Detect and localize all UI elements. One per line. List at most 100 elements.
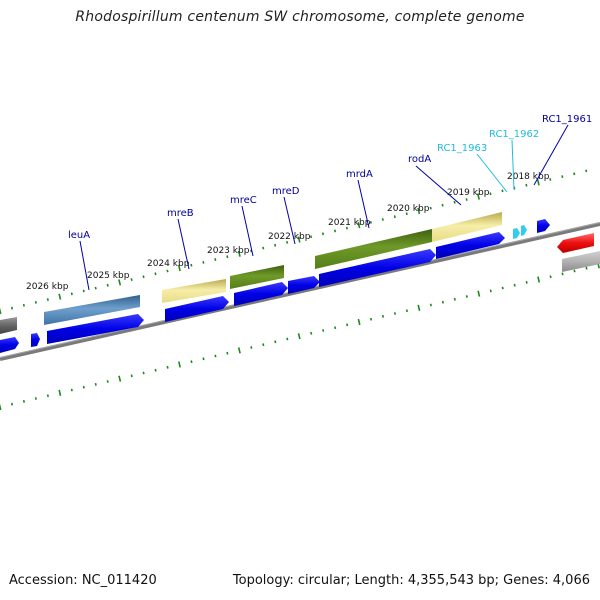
tick-mark: [357, 222, 361, 229]
tick-mark: [489, 289, 492, 293]
tick-mark: [453, 297, 456, 301]
feature-gray-bar-right[interactable]: [562, 251, 600, 272]
tick-mark: [536, 179, 540, 186]
gene-label-leuA[interactable]: leuA: [68, 230, 90, 241]
tick-mark: [130, 374, 133, 378]
tick-mark: [321, 232, 325, 236]
feature-rodA-bar[interactable]: [432, 212, 502, 242]
kbp-label-2022: 2022 kbp: [268, 232, 311, 242]
tick-mark: [405, 309, 408, 313]
tick-mark: [370, 317, 373, 321]
leader-rodA: [415, 165, 462, 206]
gene-label-RC1_1963[interactable]: RC1_1963: [437, 143, 487, 154]
tick-mark: [346, 323, 349, 327]
tick-mark: [573, 172, 576, 176]
leader-RC1_1961: [533, 124, 569, 186]
leader-RC1_1963: [476, 153, 508, 193]
tick-mark: [82, 289, 85, 293]
tick-mark: [274, 340, 277, 344]
tick-mark: [34, 301, 37, 304]
gene-label-rodA[interactable]: rodA: [408, 154, 431, 165]
kbp-label-2023: 2023 kbp: [207, 246, 250, 256]
cds-arrow-mreD[interactable]: [288, 276, 320, 294]
tick-mark: [202, 357, 205, 361]
gene-label-RC1_1962[interactable]: RC1_1962: [489, 129, 539, 140]
tick-mark: [334, 326, 337, 330]
tick-mark: [381, 314, 385, 318]
feature-dark-gray-left[interactable]: [0, 317, 17, 334]
feature-mreC-bar[interactable]: [230, 265, 284, 289]
tick-mark: [333, 229, 337, 233]
tick-mark: [513, 283, 516, 287]
tick-mark: [297, 236, 301, 243]
tick-mark: [441, 300, 444, 304]
tick-mark: [250, 249, 253, 253]
tick-mark: [477, 290, 481, 297]
tick-mark: [501, 286, 504, 290]
tick-mark: [381, 218, 384, 221]
tick-mark: [310, 235, 313, 239]
cds-arrow-mreC[interactable]: [234, 282, 288, 306]
tick-mark: [166, 365, 169, 369]
kbp-label-2020: 2020 kbp: [387, 204, 430, 214]
tick-mark: [46, 394, 49, 398]
tick-mark: [286, 241, 289, 244]
tick-mark: [286, 337, 289, 341]
leader-mreC: [241, 205, 254, 257]
kbp-label-2026: 2026 kbp: [26, 282, 69, 292]
tick-mark: [477, 193, 480, 200]
tick-mark: [585, 169, 588, 173]
cds-arrow-left-edge[interactable]: [0, 337, 19, 353]
tick-mark: [0, 403, 2, 411]
tick-mark: [142, 371, 145, 375]
cds-arrow-rodA[interactable]: [436, 232, 505, 259]
tick-mark: [405, 212, 408, 216]
tick-mark: [573, 269, 576, 273]
cds-arrow-RC1_1961[interactable]: [537, 219, 550, 233]
tick-mark: [214, 354, 217, 358]
kbp-label-2018: 2018 kbp: [507, 172, 550, 182]
feature-red-arrow[interactable]: [557, 233, 594, 253]
tick-mark: [118, 279, 122, 286]
tick-mark: [561, 272, 564, 276]
tick-mark: [22, 399, 25, 403]
tick-mark: [226, 351, 229, 355]
cds-arrow-RC1_1962[interactable]: [521, 225, 527, 236]
cds-arrow-RC1_1963[interactable]: [513, 228, 520, 239]
kbp-label-2025: 2025 kbp: [87, 271, 130, 281]
genome-backbone: [0, 222, 600, 361]
gene-label-mreB[interactable]: mreB: [167, 208, 194, 219]
tick-mark: [190, 263, 193, 267]
cds-arrow-mrdA[interactable]: [319, 249, 436, 287]
tick-mark: [177, 265, 181, 272]
tick-mark: [166, 269, 169, 273]
gene-label-mrdA[interactable]: mrdA: [346, 169, 373, 180]
tick-mark: [297, 333, 301, 340]
tick-mark: [549, 178, 552, 181]
tick-mark: [70, 292, 73, 296]
gene-label-mreC[interactable]: mreC: [230, 195, 257, 206]
tick-mark: [237, 347, 241, 354]
feature-mrdA-bar[interactable]: [315, 229, 432, 269]
leader-mreD: [283, 196, 296, 245]
feature-mreB-bar[interactable]: [162, 279, 226, 303]
tick-mark: [202, 261, 205, 264]
cds-arrow-small-1[interactable]: [31, 333, 40, 347]
tick-mark: [106, 380, 109, 383]
leader-mrdA: [357, 179, 370, 229]
tick-mark: [537, 276, 541, 283]
tick-mark: [262, 246, 265, 250]
tick-mark: [417, 304, 421, 311]
tick-mark: [429, 303, 432, 307]
tick-mark: [82, 385, 85, 389]
cds-arrow-mreB[interactable]: [165, 296, 229, 322]
tick-mark: [10, 306, 14, 310]
tick-mark: [130, 278, 133, 281]
gene-label-mreD[interactable]: mreD: [272, 186, 300, 197]
feature-leuA-bar[interactable]: [44, 295, 140, 325]
cds-arrow-leuA[interactable]: [47, 314, 144, 344]
tick-mark: [465, 198, 468, 201]
gene-label-RC1_1961[interactable]: RC1_1961: [542, 114, 592, 125]
tick-mark: [237, 250, 241, 257]
